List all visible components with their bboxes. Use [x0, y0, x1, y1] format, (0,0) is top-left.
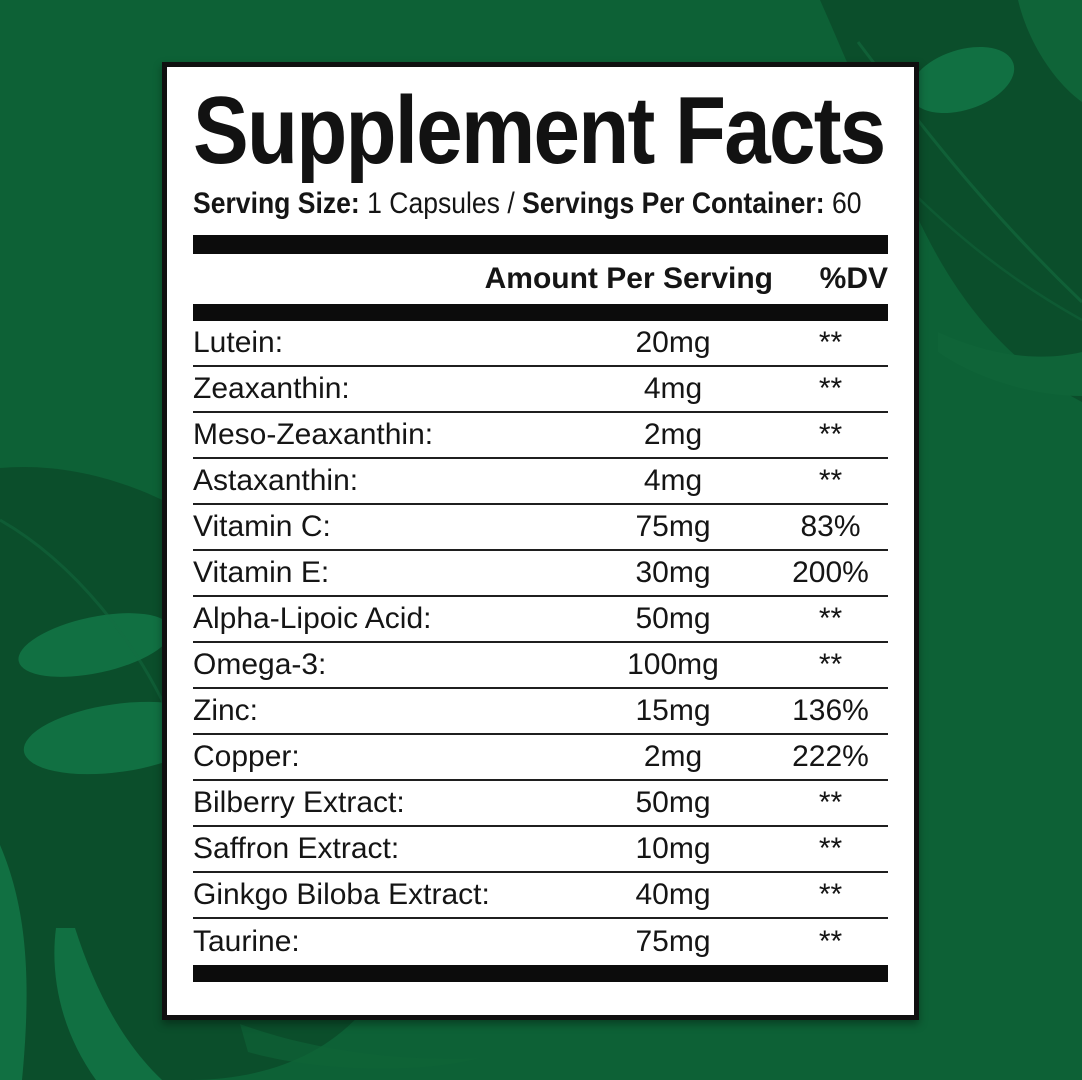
divider-bar-header	[193, 304, 888, 321]
table-row: Omega-3: 100mg **	[193, 643, 888, 689]
ingredient-name: Taurine:	[193, 925, 300, 958]
servings-per-container-label: Servings Per Container:	[522, 187, 825, 220]
ingredient-name: Astaxanthin:	[193, 464, 359, 497]
serving-info-line: Serving Size: 1 Capsules / Servings Per …	[193, 187, 861, 221]
ingredient-amount: 4mg	[643, 372, 703, 405]
ingredient-table: Lutein: 20mg ** Zeaxanthin: 4mg ** Meso-Zeaxan…	[193, 321, 888, 965]
ingredient-name: Ginkgo Biloba Extract:	[193, 878, 490, 911]
table-row: Zinc: 15mg 136%	[193, 689, 888, 735]
table-row: Ginkgo Biloba Extract: 40mg **	[193, 873, 888, 919]
ingredient-name: Saffron Extract:	[193, 832, 400, 865]
ingredient-dv: **	[818, 418, 843, 451]
leaf-finger	[0, 845, 27, 1080]
percent-dv-header: %DV	[819, 262, 888, 295]
ingredient-amount: 15mg	[635, 694, 711, 727]
ingredient-dv: 222%	[792, 740, 869, 773]
ingredient-name: Lutein:	[193, 326, 284, 359]
ingredient-name: Vitamin C:	[193, 510, 331, 543]
ingredient-dv: **	[818, 602, 843, 635]
ingredient-dv: **	[818, 326, 843, 359]
table-row: Saffron Extract: 10mg **	[193, 827, 888, 873]
table-row: Astaxanthin: 4mg **	[193, 459, 888, 505]
leaf-highlight	[938, 332, 1082, 396]
ingredient-amount: 40mg	[635, 878, 711, 911]
ingredient-name: Zinc:	[193, 694, 259, 727]
column-header-row: Amount Per Serving %DV	[193, 254, 888, 304]
table-row: Meso-Zeaxanthin: 2mg **	[193, 413, 888, 459]
leaf-highlight	[1018, 0, 1082, 102]
ingredient-dv: **	[818, 832, 843, 865]
supplement-facts-panel: Supplement Facts Serving Size: 1 Capsule…	[162, 62, 919, 1020]
table-row: Vitamin E: 30mg 200%	[193, 551, 888, 597]
ingredient-name: Bilberry Extract:	[193, 786, 405, 819]
ingredient-amount: 75mg	[635, 925, 711, 958]
divider-bar-bottom	[193, 965, 888, 982]
ingredient-amount: 100mg	[627, 648, 719, 681]
leaf-finger	[54, 928, 162, 1080]
ingredient-amount: 50mg	[635, 786, 711, 819]
page-title: Supplement Facts	[193, 77, 886, 184]
ingredient-name: Meso-Zeaxanthin:	[193, 418, 434, 451]
ingredient-name: Alpha-Lipoic Acid:	[193, 602, 432, 635]
ingredient-amount: 2mg	[643, 418, 703, 451]
amount-per-serving-header: Amount Per Serving	[484, 262, 773, 295]
ingredient-dv: **	[818, 925, 843, 958]
table-row: Zeaxanthin: 4mg **	[193, 367, 888, 413]
ingredient-dv: **	[818, 372, 843, 405]
divider-bar-top	[193, 235, 888, 254]
ingredient-dv: 200%	[792, 556, 869, 589]
table-row: Bilberry Extract: 50mg **	[193, 781, 888, 827]
ingredient-name: Omega-3:	[193, 648, 327, 681]
leaf-fenestration-hole	[18, 613, 172, 677]
leaf-fenestration-hole	[909, 46, 1015, 114]
ingredient-dv: **	[818, 878, 843, 911]
table-row: Lutein: 20mg **	[193, 321, 888, 367]
ingredient-amount: 2mg	[643, 740, 703, 773]
ingredient-dv: **	[818, 464, 843, 497]
leaf-finger	[240, 1024, 480, 1069]
ingredient-dv: **	[818, 786, 843, 819]
serving-separator: /	[507, 187, 515, 220]
ingredient-name: Vitamin E:	[193, 556, 330, 589]
ingredient-amount: 20mg	[635, 326, 711, 359]
ingredient-dv: 136%	[792, 694, 869, 727]
ingredient-dv: **	[818, 648, 843, 681]
ingredient-dv: 83%	[800, 510, 861, 543]
leaf-vein	[899, 179, 1082, 322]
ingredient-amount: 4mg	[643, 464, 703, 497]
ingredient-amount: 75mg	[635, 510, 711, 543]
table-row: Copper: 2mg 222%	[193, 735, 888, 781]
servings-per-container-value: 60	[831, 187, 862, 220]
ingredient-amount: 30mg	[635, 556, 711, 589]
table-row: Alpha-Lipoic Acid: 50mg **	[193, 597, 888, 643]
ingredient-name: Copper:	[193, 740, 300, 773]
serving-size-value: 1 Capsules	[367, 187, 500, 220]
ingredient-name: Zeaxanthin:	[193, 372, 350, 405]
table-row: Vitamin C: 75mg 83%	[193, 505, 888, 551]
serving-size-label: Serving Size:	[193, 187, 360, 220]
ingredient-amount: 50mg	[635, 602, 711, 635]
table-row: Taurine: 75mg **	[193, 919, 888, 965]
ingredient-amount: 10mg	[635, 832, 711, 865]
